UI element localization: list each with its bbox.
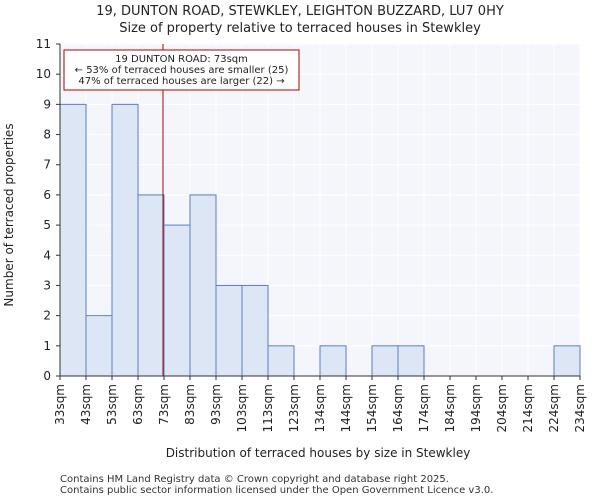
bar <box>319 345 347 377</box>
annotation-border <box>63 49 300 91</box>
x-tick-label: 73sqm <box>157 384 171 425</box>
y-tick-label: 0 <box>43 369 51 383</box>
bar <box>241 284 269 377</box>
annotation-box: 19 DUNTON ROAD: 73sqm← 53% of terraced h… <box>63 49 300 91</box>
x-tick-label: 194sqm <box>469 384 483 432</box>
bar <box>267 345 295 377</box>
y-tick-labels: 0 1 2 3 4 5 6 7 8 9 10 11 <box>36 37 60 383</box>
x-tick-label: 53sqm <box>105 384 119 425</box>
y-tick-label: 10 <box>36 67 51 81</box>
x-tick-label: 83sqm <box>183 384 197 425</box>
bar <box>553 345 581 377</box>
bar <box>189 194 217 377</box>
annotation-line: ← 53% of terraced houses are smaller (25… <box>75 65 289 76</box>
x-tick-label: 174sqm <box>417 384 431 432</box>
bar <box>371 345 399 377</box>
chart-subtitle: Size of property relative to terraced ho… <box>119 21 481 36</box>
x-tick-labels: 33sqm 43sqm 53sqm 63sqm 73sqm 83sqm 93sqm 103sq… <box>53 376 587 432</box>
x-tick-label: 134sqm <box>313 384 327 432</box>
bar <box>137 194 165 377</box>
y-tick-label: 6 <box>43 188 51 202</box>
y-tick-label: 4 <box>43 248 51 262</box>
x-tick-label: 224sqm <box>547 384 561 432</box>
bar <box>397 345 425 377</box>
x-tick-label: 113sqm <box>261 384 275 432</box>
annotation-line: 47% of terraced houses are larger (22) → <box>78 76 284 87</box>
y-tick-label: 3 <box>43 278 51 292</box>
x-tick-label: 123sqm <box>287 384 301 432</box>
y-tick-label: 5 <box>43 218 51 232</box>
footer-line-2: Contains public sector information licen… <box>60 485 494 496</box>
x-tick-label: 154sqm <box>365 384 379 432</box>
x-tick-label: 93sqm <box>209 384 223 425</box>
y-tick-label: 11 <box>36 37 51 51</box>
chart-title: 19, DUNTON ROAD, STEWKLEY, LEIGHTON BUZZ… <box>96 4 504 19</box>
x-tick-label: 204sqm <box>495 384 509 432</box>
y-tick-label: 1 <box>43 339 51 353</box>
x-tick-label: 144sqm <box>339 384 353 432</box>
x-tick-label: 33sqm <box>53 384 67 425</box>
x-tick-label: 214sqm <box>521 384 535 432</box>
x-tick-label: 103sqm <box>235 384 249 432</box>
annotation-line: 19 DUNTON ROAD: 73sqm <box>115 54 248 65</box>
x-tick-label: 234sqm <box>573 384 587 432</box>
bar <box>215 284 243 377</box>
x-axis-label: Distribution of terraced houses by size … <box>166 446 471 460</box>
y-tick-label: 2 <box>43 309 51 323</box>
bar <box>59 103 87 377</box>
y-tick-label: 9 <box>43 97 51 111</box>
x-tick-label: 43sqm <box>79 384 93 425</box>
bar <box>85 315 113 377</box>
x-tick-label: 184sqm <box>443 384 457 432</box>
bar <box>111 103 139 377</box>
x-tick-label: 164sqm <box>391 384 405 432</box>
bars <box>59 103 581 377</box>
y-tick-label: 7 <box>43 158 51 172</box>
bar <box>163 224 191 377</box>
y-axis-label: Number of terraced properties <box>2 123 16 306</box>
footer-line-1: Contains HM Land Registry data © Crown c… <box>60 474 449 485</box>
y-tick-label: 8 <box>43 128 51 142</box>
x-tick-label: 63sqm <box>131 384 145 425</box>
